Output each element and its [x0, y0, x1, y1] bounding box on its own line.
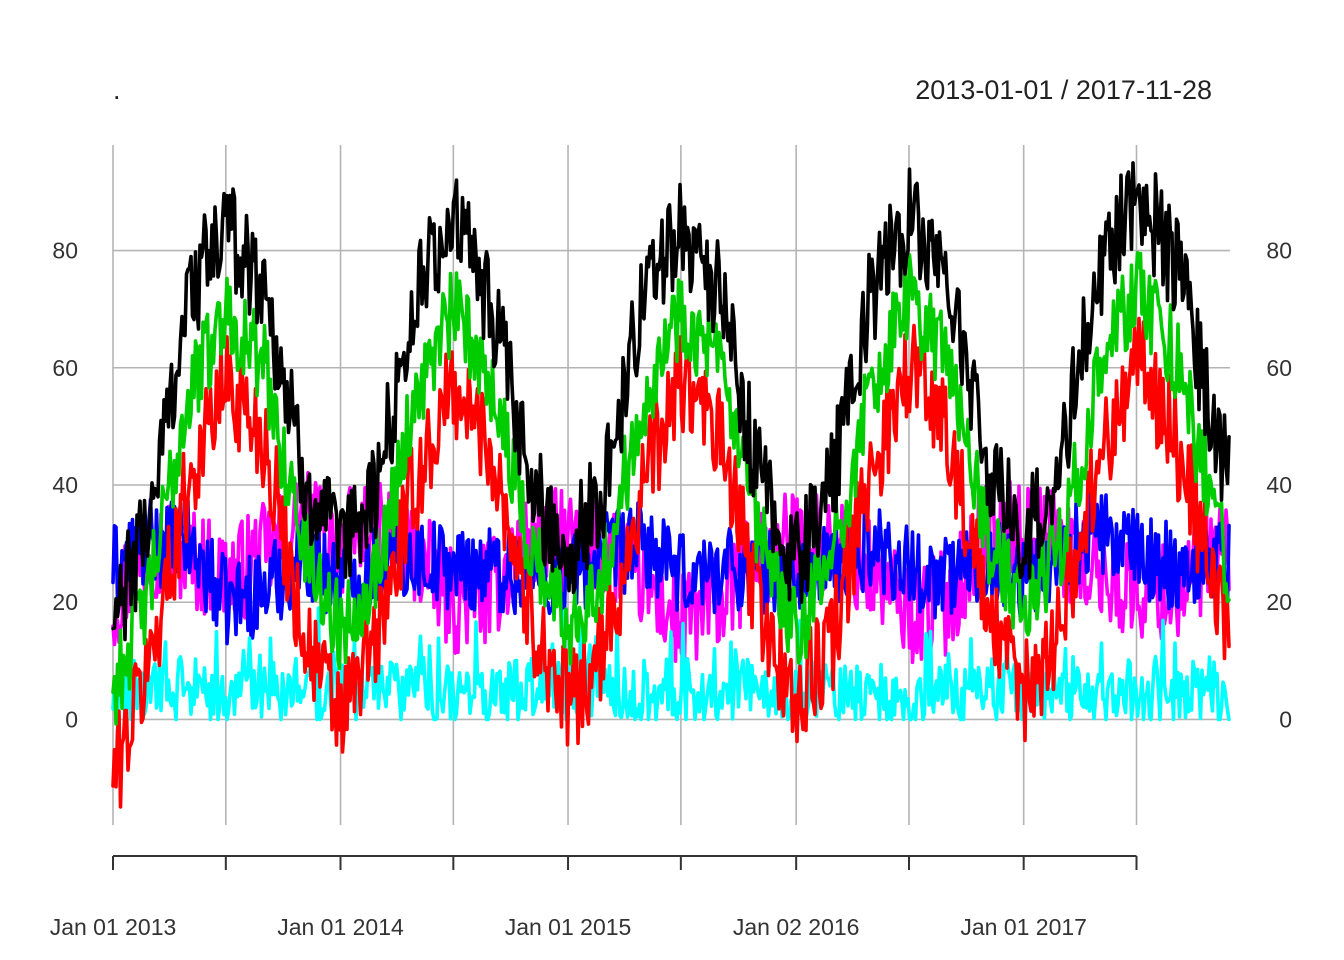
x-tick-label: Jan 01 2017 — [960, 914, 1087, 940]
y-tick-label-right: 20 — [1266, 589, 1292, 615]
y-tick-label-left: 60 — [52, 355, 78, 381]
y-tick-label-right: 0 — [1279, 706, 1292, 732]
y-tick-label-left: 80 — [52, 238, 78, 264]
series-line-3 — [111, 316, 1231, 809]
y-tick-label-right: 40 — [1266, 472, 1292, 498]
x-tick-label: Jan 02 2016 — [733, 914, 860, 940]
date-range-label: 2013-01-01 / 2017-11-28 — [915, 75, 1212, 105]
y-axis-left: 0 20 40 60 80 — [52, 238, 78, 733]
chart-title: . — [113, 75, 121, 105]
x-axis: Jan 01 2013 Jan 01 2014 Jan 01 2015 Jan 02 … — [50, 855, 1138, 940]
y-axis-right: 0 20 40 60 80 — [1266, 238, 1292, 733]
x-tick-label: Jan 01 2015 — [505, 914, 632, 940]
x-tick-label: Jan 01 2014 — [277, 914, 404, 940]
series-line-5 — [111, 161, 1231, 642]
y-tick-label-left: 0 — [65, 706, 78, 732]
series-layer — [111, 161, 1231, 809]
y-tick-label-right: 60 — [1266, 355, 1292, 381]
y-tick-label-left: 40 — [52, 472, 78, 498]
x-tick-label: Jan 01 2013 — [50, 914, 177, 940]
y-tick-label-right: 80 — [1266, 238, 1292, 264]
y-tick-label-left: 20 — [52, 589, 78, 615]
